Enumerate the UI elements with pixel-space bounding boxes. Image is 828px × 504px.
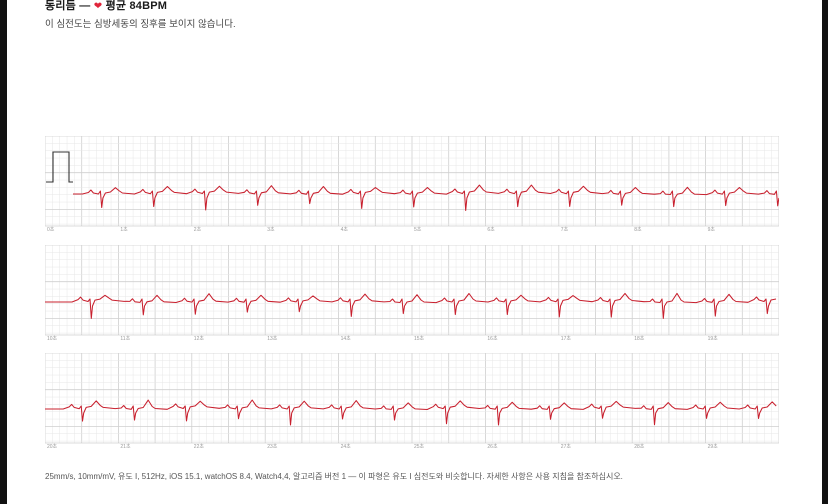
ecg-tick-label: 28초: [634, 444, 645, 449]
rhythm-label: 동리듬: [45, 0, 76, 12]
ecg-tick-label: 0초: [47, 227, 55, 232]
ecg-description: 이 심전도는 심방세동의 징후를 보이지 않습니다.: [45, 19, 236, 30]
ecg-tick-label: 29초: [708, 444, 719, 449]
ecg-strip-3: 20초 21초 22초 23초 24초 25초 26초 27초 28초 29초: [45, 353, 779, 449]
ecg-tick-label: 27초: [561, 444, 572, 449]
ecg-tick-label: 26초: [487, 444, 498, 449]
ecg-strip-3-svg: 20초 21초 22초 23초 24초 25초 26초 27초 28초 29초: [45, 353, 779, 449]
ecg-tick-label: 11초: [120, 336, 130, 341]
ecg-tick-label: 18초: [634, 336, 645, 341]
ecg-tick-label: 1초: [120, 227, 128, 232]
ecg-trace: [45, 292, 777, 319]
ecg-tick-label: 9초: [708, 227, 716, 232]
ecg-trace: [73, 184, 779, 212]
ecg-tick-label: 6초: [487, 227, 495, 232]
ecg-tick-label: 24초: [341, 444, 352, 449]
ecg-header: 동리듬 — ❤ 평균 84BPM 이 심전도는 심방세동의 징후를 보이지 않습…: [45, 0, 236, 31]
ecg-tick-label: 21초: [120, 444, 131, 449]
ecg-tick-label: 23초: [267, 444, 278, 449]
ecg-tick-label: 10초: [47, 336, 58, 341]
ecg-tick-label: 16초: [487, 336, 498, 341]
heart-icon: ❤: [93, 1, 103, 12]
window-frame-left: [0, 0, 7, 504]
ecg-tick-label: 7초: [561, 227, 569, 232]
ecg-tick-label: 22초: [194, 444, 205, 449]
ecg-grid: [45, 353, 779, 444]
ecg-strip-1: 0초 1초 2초 3초 4초 5초 6초 7초 8초 9초: [45, 136, 779, 232]
ecg-tick-label: 15초: [414, 336, 425, 341]
ecg-tick-label: 5초: [414, 227, 422, 232]
average-label: 평균: [105, 0, 127, 12]
ecg-trace: [45, 399, 777, 426]
ecg-tick-label: 3초: [267, 227, 275, 232]
ecg-strip-2: 10초 11초 12초 13초 14초 15초 16초 17초 18초 19초: [45, 245, 779, 341]
ecg-tick-label: 8초: [634, 227, 642, 232]
ecg-tick-label: 20초: [47, 444, 58, 449]
ecg-grid: [45, 136, 779, 227]
rhythm-title: 동리듬 — ❤ 평균 84BPM: [45, 0, 236, 13]
window-frame-right: [822, 0, 828, 504]
ecg-tick-label: 12초: [194, 336, 205, 341]
bpm-value: 84BPM: [129, 0, 168, 12]
ecg-strip-2-svg: 10초 11초 12초 13초 14초 15초 16초 17초 18초 19초: [45, 245, 779, 341]
ecg-footer-note: 25mm/s, 10mm/mV, 유도 I, 512Hz, iOS 15.1, …: [45, 472, 623, 481]
ecg-tick-label: 2초: [194, 227, 202, 232]
ecg-strip-1-svg: 0초 1초 2초 3초 4초 5초 6초 7초 8초 9초: [45, 136, 779, 232]
ecg-tick-label: 4초: [341, 227, 349, 232]
ecg-grid: [45, 245, 779, 336]
ecg-tick-label: 13초: [267, 336, 278, 341]
ecg-tick-label: 25초: [414, 444, 425, 449]
ecg-tick-label: 19초: [708, 336, 719, 341]
ecg-tick-label: 17초: [561, 336, 572, 341]
title-dash: —: [79, 0, 91, 12]
calibration-pulse: [46, 151, 73, 183]
ecg-tick-label: 14초: [341, 336, 352, 341]
